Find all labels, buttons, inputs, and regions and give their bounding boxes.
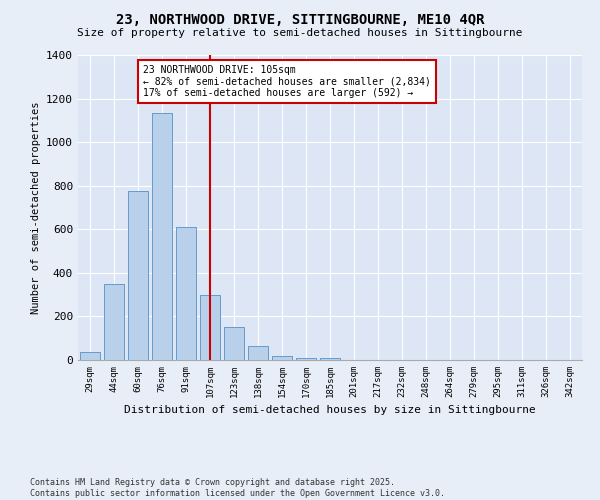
Text: 23 NORTHWOOD DRIVE: 105sqm
← 82% of semi-detached houses are smaller (2,834)
17%: 23 NORTHWOOD DRIVE: 105sqm ← 82% of semi… bbox=[143, 65, 431, 98]
Text: Contains HM Land Registry data © Crown copyright and database right 2025.
Contai: Contains HM Land Registry data © Crown c… bbox=[30, 478, 445, 498]
Bar bbox=[296, 358, 316, 360]
Bar bbox=[200, 294, 220, 360]
Bar bbox=[128, 191, 148, 360]
Y-axis label: Number of semi-detached properties: Number of semi-detached properties bbox=[31, 101, 41, 314]
Text: 23, NORTHWOOD DRIVE, SITTINGBOURNE, ME10 4QR: 23, NORTHWOOD DRIVE, SITTINGBOURNE, ME10… bbox=[116, 12, 484, 26]
Bar bbox=[80, 352, 100, 360]
Bar bbox=[320, 358, 340, 360]
Bar bbox=[272, 356, 292, 360]
Bar bbox=[176, 227, 196, 360]
Bar bbox=[152, 112, 172, 360]
Bar bbox=[224, 328, 244, 360]
X-axis label: Distribution of semi-detached houses by size in Sittingbourne: Distribution of semi-detached houses by … bbox=[124, 406, 536, 415]
Bar bbox=[104, 284, 124, 360]
Text: Size of property relative to semi-detached houses in Sittingbourne: Size of property relative to semi-detach… bbox=[77, 28, 523, 38]
Bar bbox=[248, 346, 268, 360]
